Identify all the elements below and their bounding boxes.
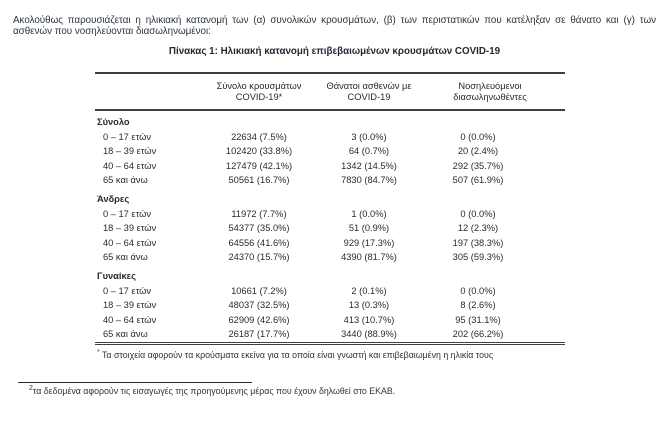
table-row: 18 – 39 ετών 48037 (32.5%) 13 (0.3%) 8 (… <box>95 298 565 313</box>
age-cell: 18 – 39 ετών <box>103 223 157 234</box>
table-header-row: Σύνολο κρουσμάτων COVID-19* Θάνατοι ασθε… <box>95 73 565 111</box>
deaths-cell: 64 (0.7%) <box>348 146 390 157</box>
group-label: Γυναίκες <box>97 270 136 281</box>
cases-cell: 62909 (42.6%) <box>228 314 290 325</box>
deaths-cell: 13 (0.3%) <box>348 300 390 311</box>
header-intubated: Νοσηλευόμενοι διασωληνωθέντες <box>415 73 565 111</box>
page-footnote: 2τα δεδομένα αφορούν τις εισαγωγές της π… <box>18 382 438 397</box>
intubated-cell: 8 (2.6%) <box>460 300 496 311</box>
footnote-number: 2 <box>29 385 33 393</box>
table-footnote-text: Τα στοιχεία αφορούν τα κρούσματα εκείνα … <box>99 349 494 360</box>
table-row: 18 – 39 ετών 102420 (33.8%) 64 (0.7%) 20… <box>95 144 565 159</box>
page-footnote-text: 2τα δεδομένα αφορούν τις εισαγωγές της π… <box>18 385 438 397</box>
intubated-cell: 0 (0.0%) <box>460 131 496 142</box>
group-label: Άνδρες <box>97 193 130 204</box>
header-empty <box>95 73 195 111</box>
table-row: 0 – 17 ετών 11972 (7.7%) 1 (0.0%) 0 (0.0… <box>95 207 565 222</box>
header-cases: Σύνολο κρουσμάτων COVID-19* <box>195 73 323 111</box>
age-distribution-table: Σύνολο κρουσμάτων COVID-19* Θάνατοι ασθε… <box>95 72 565 368</box>
intubated-cell: 20 (2.4%) <box>457 146 499 157</box>
intubated-cell: 292 (35.7%) <box>452 160 504 171</box>
table-row: 65 και άνω 26187 (17.7%) 3440 (88.9%) 20… <box>95 327 565 343</box>
intubated-cell: 12 (2.3%) <box>457 223 499 234</box>
deaths-cell: 1 (0.0%) <box>351 208 387 219</box>
age-cell: 18 – 39 ετών <box>103 146 157 157</box>
cases-cell: 50561 (16.7%) <box>228 175 290 186</box>
age-cell: 0 – 17 ετών <box>103 285 152 296</box>
deaths-cell: 929 (17.3%) <box>343 237 395 248</box>
cases-cell: 102420 (33.8%) <box>225 146 293 157</box>
table-row: 18 – 39 ετών 54377 (35.0%) 51 (0.9%) 12 … <box>95 221 565 236</box>
deaths-cell: 51 (0.9%) <box>348 223 390 234</box>
intubated-cell: 197 (38.3%) <box>452 237 504 248</box>
deaths-cell: 4390 (81.7%) <box>341 252 397 263</box>
cases-cell: 22634 (7.5%) <box>231 131 287 142</box>
intubated-cell: 305 (59.3%) <box>452 252 504 263</box>
age-cell: 65 και άνω <box>103 329 148 340</box>
group-header-row: Σύνολο <box>95 110 565 130</box>
age-cell: 0 – 17 ετών <box>103 208 152 219</box>
age-cell: 40 – 64 ετών <box>103 160 157 171</box>
intubated-cell: 0 (0.0%) <box>460 208 496 219</box>
cases-cell: 48037 (32.5%) <box>228 300 290 311</box>
cases-cell: 10661 (7.2%) <box>231 285 287 296</box>
table-footnote-row: * Τα στοιχεία αφορούν τα κρούσματα εκείν… <box>95 341 565 368</box>
table-footnote: * Τα στοιχεία αφορούν τα κρούσματα εκείν… <box>95 341 565 368</box>
group-label: Σύνολο <box>97 117 130 127</box>
deaths-cell: 413 (10.7%) <box>343 314 395 325</box>
age-cell: 65 και άνω <box>103 252 148 263</box>
group-header-row: Γυναίκες <box>95 265 565 284</box>
page-footnote-body: τα δεδομένα αφορούν τις εισαγωγές της πρ… <box>32 386 396 396</box>
cases-cell: 26187 (17.7%) <box>228 329 290 340</box>
cases-cell: 64556 (41.6%) <box>228 237 290 248</box>
table-row: 0 – 17 ετών 10661 (7.2%) 2 (0.1%) 0 (0.0… <box>95 284 565 299</box>
age-cell: 40 – 64 ετών <box>103 314 157 325</box>
intubated-cell: 202 (66.2%) <box>452 329 504 340</box>
group-header-row: Άνδρες <box>95 188 565 207</box>
cases-cell: 24370 (15.7%) <box>228 252 290 263</box>
intubated-cell: 507 (61.9%) <box>452 175 504 186</box>
cases-cell: 11972 (7.7%) <box>231 208 287 219</box>
age-cell: 65 και άνω <box>103 175 148 186</box>
table-row: 65 και άνω 50561 (16.7%) 7830 (84.7%) 50… <box>95 173 565 188</box>
deaths-cell: 2 (0.1%) <box>351 285 387 296</box>
deaths-cell: 3440 (88.9%) <box>341 329 397 340</box>
cases-cell: 54377 (35.0%) <box>228 223 290 234</box>
table-row: 65 και άνω 24370 (15.7%) 4390 (81.7%) 30… <box>95 250 565 265</box>
table-row: 0 – 17 ετών 22634 (7.5%) 3 (0.0%) 0 (0.0… <box>95 130 565 145</box>
footnote-separator <box>18 382 252 383</box>
header-deaths: Θάνατοι ασθενών με COVID-19 <box>323 73 415 111</box>
cases-cell: 127479 (42.1%) <box>225 160 293 171</box>
deaths-cell: 7830 (84.7%) <box>341 175 397 186</box>
intubated-cell: 95 (31.1%) <box>455 314 501 325</box>
age-cell: 0 – 17 ετών <box>103 131 152 142</box>
deaths-cell: 3 (0.0%) <box>351 131 387 142</box>
deaths-cell: 1342 (14.5%) <box>341 160 397 171</box>
table-row: 40 – 64 ετών 127479 (42.1%) 1342 (14.5%)… <box>95 159 565 174</box>
age-cell: 18 – 39 ετών <box>103 300 157 311</box>
age-cell: 40 – 64 ετών <box>103 237 157 248</box>
intro-paragraph: Ακολούθως παρουσιάζεται η ηλικιακή καταν… <box>13 14 656 38</box>
intubated-cell: 0 (0.0%) <box>460 285 496 296</box>
footnote-asterisk: * <box>97 348 100 356</box>
table-row: 40 – 64 ετών 64556 (41.6%) 929 (17.3%) 1… <box>95 236 565 251</box>
table-title: Πίνακας 1: Ηλικιακή κατανομή επιβεβαιωμέ… <box>168 46 501 57</box>
table-row: 40 – 64 ετών 62909 (42.6%) 413 (10.7%) 9… <box>95 313 565 328</box>
